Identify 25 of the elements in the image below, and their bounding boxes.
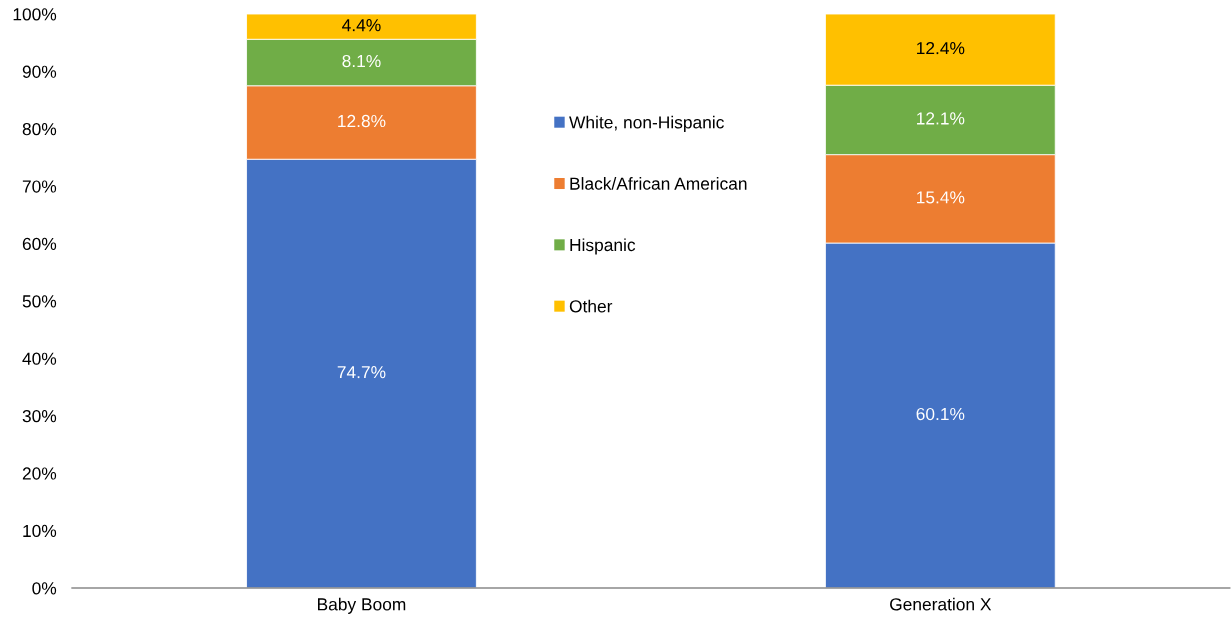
y-tick-label: 30% <box>22 409 57 423</box>
data-label: 12.1% <box>917 112 965 125</box>
y-tick-label: 0% <box>32 582 57 595</box>
data-label: 60.1% <box>916 407 965 421</box>
y-tick-label: 20% <box>22 467 57 480</box>
y-tick-label: 50% <box>22 295 57 308</box>
data-label: 15.4% <box>917 191 965 204</box>
legend-label: Hispanic <box>570 238 636 255</box>
x-tick-label: Generation X <box>890 597 992 611</box>
x-tick-label: Baby Boom <box>318 597 406 614</box>
y-tick-label: 90% <box>22 65 57 78</box>
y-tick-label: 10% <box>23 524 57 538</box>
data-label: 8.1% <box>342 54 381 68</box>
legend-label: Black/African American <box>570 177 747 190</box>
legend-label: Other <box>569 299 613 313</box>
y-tick-label: 70% <box>22 180 57 193</box>
data-label: 74.7% <box>337 366 386 379</box>
data-label: 4.4% <box>342 19 381 32</box>
y-tick-label: 60% <box>22 237 57 251</box>
y-tick-label: 40% <box>22 352 57 365</box>
data-label: 12.8% <box>338 114 386 128</box>
y-tick-label: 80% <box>22 122 57 136</box>
y-tick-label: 100% <box>13 8 57 21</box>
legend-label: White, non-Hispanic <box>569 115 724 132</box>
data-label: 12.4% <box>917 41 965 55</box>
